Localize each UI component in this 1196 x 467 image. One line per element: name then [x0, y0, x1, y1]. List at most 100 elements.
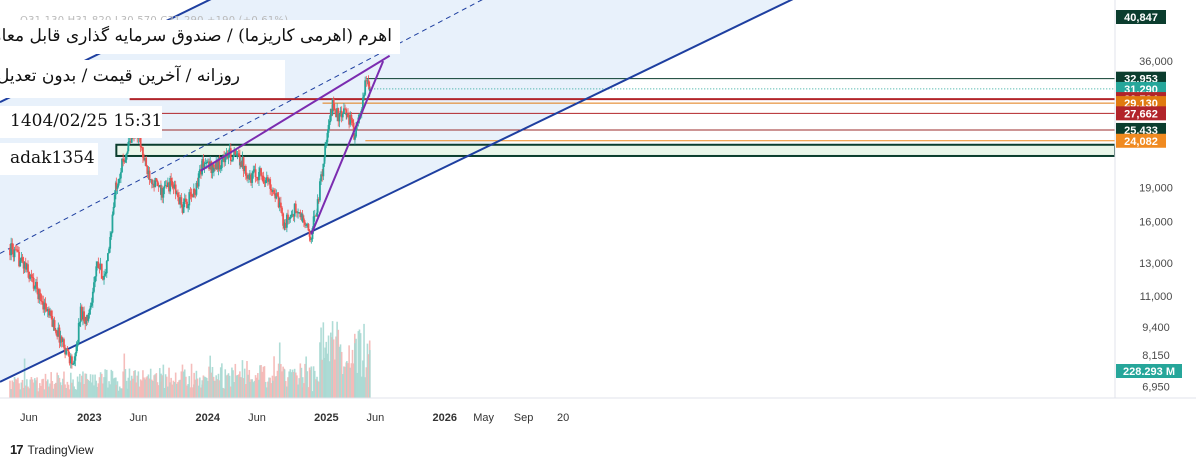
channel-mid-line[interactable] [0, 0, 1115, 254]
volume-bar [123, 353, 126, 398]
candle-body [337, 108, 340, 122]
candle-body [77, 322, 80, 343]
trend-line-2[interactable] [310, 60, 385, 235]
volume-bar [79, 382, 82, 398]
volume-bar [129, 380, 132, 398]
candle-body [224, 157, 227, 163]
candle-body [78, 322, 81, 323]
candle-body [31, 276, 34, 278]
candle-body [233, 150, 236, 157]
volume-bar [363, 323, 365, 398]
volume-bar [171, 384, 174, 398]
price-badge [1116, 10, 1166, 24]
candle-body [11, 243, 14, 250]
price-axis[interactable]: 36,000 19,000 16,000 13,000 11,000 9,400 8,150… [1139, 56, 1173, 394]
volume-bar [360, 376, 363, 398]
channel-lines[interactable] [0, 0, 1115, 383]
volume-bar [250, 379, 252, 398]
candle-body [324, 145, 327, 158]
y-tick-label: 13,000 [1139, 258, 1173, 270]
channel-lower-line[interactable] [0, 0, 1115, 383]
candle-body [125, 153, 128, 160]
candle-body [52, 320, 55, 327]
candle-body [259, 168, 261, 173]
candle-body [122, 158, 125, 162]
candles [9, 75, 371, 369]
volume-bar [65, 388, 68, 398]
volume-bar [316, 380, 319, 398]
volume-bar [22, 387, 25, 398]
volume-bar [74, 389, 77, 398]
horizontal-levels[interactable] [107, 78, 1115, 157]
candle-body [25, 264, 28, 270]
candle-body [201, 159, 204, 162]
candle-body [181, 204, 184, 213]
candle-body [69, 356, 72, 364]
candle-body [237, 153, 240, 156]
volume-bar [180, 371, 183, 398]
volume-bar [177, 382, 179, 398]
volume-bar [242, 378, 245, 398]
volume-bar [327, 335, 330, 398]
support-zone[interactable] [115, 143, 1115, 157]
candle-body [180, 197, 183, 205]
volume-bar [43, 389, 46, 398]
volume-bar [309, 370, 312, 398]
candle-body [103, 275, 105, 280]
volume-bar [217, 373, 220, 398]
candle-body [355, 126, 357, 137]
candle-body [155, 178, 158, 181]
trend-line-1[interactable] [200, 54, 391, 172]
candle-body [162, 188, 165, 198]
candle-body [91, 291, 94, 303]
candle-body [300, 213, 303, 218]
candle-body [350, 114, 353, 120]
candle-body [42, 301, 45, 310]
candle-body [325, 142, 328, 146]
volume-bar [17, 377, 19, 398]
candle-body [205, 161, 208, 164]
footer-brand[interactable]: 17 TradingView [10, 442, 94, 457]
volume-bar [90, 382, 93, 398]
candle-body [322, 163, 325, 177]
candle-body [28, 271, 31, 279]
chart-author: adak1354 [10, 148, 95, 168]
volume-badge [1116, 364, 1182, 378]
channel-upper-line[interactable] [0, 0, 1115, 104]
candle-body [67, 350, 70, 356]
candle-body [316, 199, 319, 213]
volume-bar [20, 382, 23, 398]
volume-bar [289, 369, 292, 398]
candle-body [308, 230, 311, 237]
candle-body [121, 158, 123, 173]
candle-body [258, 172, 260, 181]
candle-body [61, 339, 64, 342]
candle-body [327, 124, 330, 133]
volume-bar [68, 389, 71, 398]
candle-body [273, 190, 275, 195]
x-tick-label: Jun [248, 412, 266, 424]
candle-body [215, 160, 218, 169]
candle-body [250, 174, 252, 183]
volume-bar [205, 377, 208, 398]
trend-lines[interactable] [200, 54, 391, 235]
candle-body [345, 113, 348, 116]
volume-bar [115, 384, 118, 398]
volume-bar [92, 374, 94, 398]
candle-body [17, 249, 19, 252]
price-badge [1116, 133, 1166, 148]
volume-bar [181, 364, 184, 398]
candle-body [261, 175, 264, 177]
volume-bar [346, 361, 348, 398]
time-axis[interactable]: Jun 2023 Jun 2024 Jun 2025 Jun 2026 May Sep 20 [20, 412, 569, 424]
candle-body [347, 113, 349, 118]
candle-body [43, 302, 46, 310]
candle-body [157, 186, 160, 187]
candle-body [283, 222, 286, 228]
volume-bar [251, 379, 253, 398]
candle-body [150, 179, 153, 184]
candle-body [86, 316, 89, 321]
candle-body [251, 173, 254, 183]
candle-body [365, 80, 368, 82]
candle-body [267, 177, 269, 182]
